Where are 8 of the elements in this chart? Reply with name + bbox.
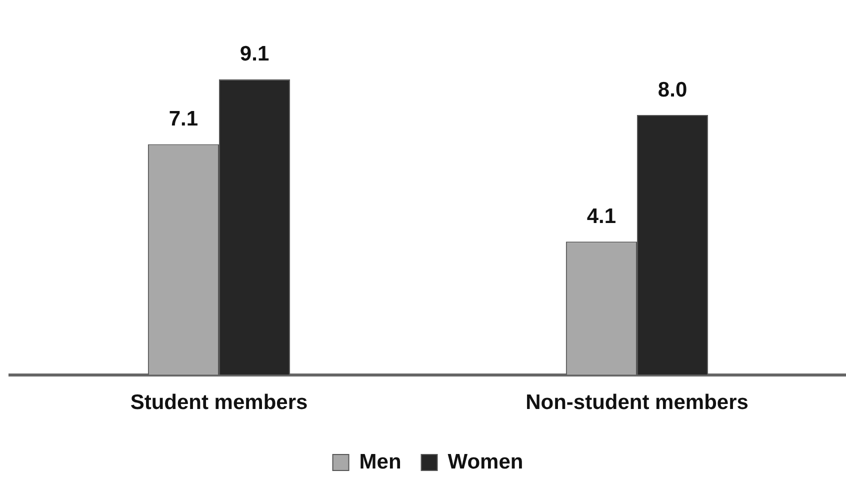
data-label: 7.1 — [168, 107, 198, 130]
legend-label: Men — [359, 450, 402, 474]
legend-label: Women — [448, 450, 524, 474]
x-tick-label: Non-student members — [526, 391, 748, 414]
data-label: 4.1 — [586, 204, 616, 228]
data-label: 9.1 — [240, 42, 270, 66]
data-label: 8.0 — [658, 78, 688, 102]
x-tick-label: Student members — [130, 391, 308, 414]
